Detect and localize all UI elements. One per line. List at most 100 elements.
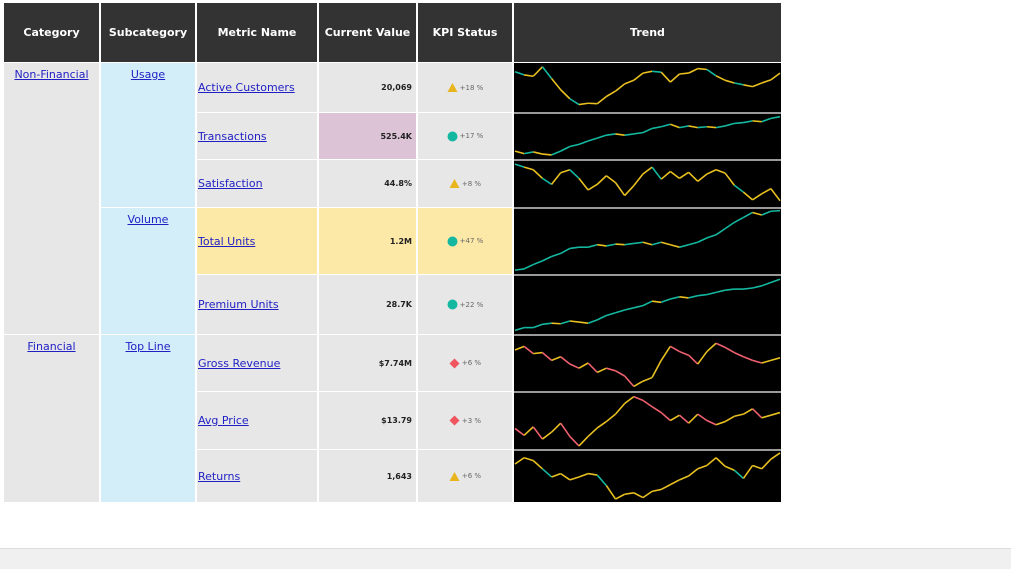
sparkline-segment bbox=[725, 222, 734, 228]
category-link[interactable]: Financial bbox=[27, 340, 75, 353]
header-category[interactable]: Category bbox=[4, 3, 99, 62]
metric-name-link[interactable]: Active Customers bbox=[198, 81, 295, 94]
sparkline-segment bbox=[698, 352, 707, 364]
kpi-change-text: +47 % bbox=[460, 237, 484, 245]
sparkline-segment bbox=[670, 171, 679, 178]
sparkline-segment bbox=[634, 242, 643, 243]
metric-name-link[interactable]: Satisfaction bbox=[198, 177, 263, 190]
sparkline-segment bbox=[707, 421, 716, 425]
metric-name-link[interactable]: Transactions bbox=[198, 130, 267, 143]
metric-name-cell: Total Units bbox=[197, 208, 317, 274]
sparkline-segment bbox=[524, 265, 533, 269]
sparkline-segment bbox=[542, 469, 551, 477]
sparkline-segment bbox=[524, 75, 533, 76]
header-subcategory[interactable]: Subcategory bbox=[101, 3, 195, 62]
current-value-cell: $13.79 bbox=[319, 392, 416, 449]
sparkline-segment bbox=[570, 144, 579, 146]
sparkline-segment bbox=[616, 244, 625, 245]
metric-name-link[interactable]: Avg Price bbox=[198, 414, 249, 427]
sparkline-segment bbox=[588, 245, 597, 247]
sparkline-segment bbox=[743, 121, 752, 123]
trend-sparkline bbox=[514, 392, 781, 449]
sparkline-segment bbox=[552, 173, 561, 185]
sparkline-segment bbox=[606, 313, 615, 316]
sparkline-segment bbox=[561, 357, 570, 364]
kpi-status-cell: +22 % bbox=[418, 275, 512, 334]
header-kpi-status[interactable]: KPI Status bbox=[418, 3, 512, 62]
sparkline-segment bbox=[588, 184, 597, 190]
sparkline-segment bbox=[625, 308, 634, 310]
current-value-cell: 525.4K bbox=[319, 113, 416, 159]
metric-name-link[interactable]: Returns bbox=[198, 470, 240, 483]
metric-name-cell: Avg Price bbox=[197, 392, 317, 449]
sparkline-segment bbox=[561, 321, 570, 324]
sparkline-segment bbox=[734, 353, 743, 357]
header-current-value[interactable]: Current Value bbox=[319, 3, 416, 62]
header-trend[interactable]: Trend bbox=[514, 3, 781, 62]
sparkline-segment bbox=[515, 151, 524, 154]
subcategory-link[interactable]: Top Line bbox=[126, 340, 171, 353]
sparkline-segment bbox=[652, 127, 661, 129]
sparkline-segment bbox=[552, 357, 561, 361]
sparkline-segment bbox=[725, 123, 734, 126]
sparkline-segment bbox=[625, 493, 634, 494]
sparkline-segment bbox=[725, 289, 734, 290]
sparkline-chart bbox=[514, 392, 781, 449]
sparkline-segment bbox=[743, 212, 752, 217]
subcategory-link[interactable]: Usage bbox=[131, 68, 165, 81]
sparkline-segment bbox=[670, 124, 679, 127]
sparkline-segment bbox=[762, 211, 771, 215]
sparkline-segment bbox=[734, 470, 743, 478]
row-divider bbox=[514, 274, 781, 276]
sparkline-segment bbox=[725, 80, 734, 83]
category-cell: Financial bbox=[4, 335, 99, 502]
metric-name-cell: Premium Units bbox=[197, 275, 317, 334]
header-metric-name[interactable]: Metric Name bbox=[197, 3, 317, 62]
sparkline-segment bbox=[716, 290, 725, 292]
sparkline-segment bbox=[561, 147, 570, 152]
sparkline-segment bbox=[762, 360, 771, 363]
sparkline-segment bbox=[533, 324, 542, 327]
sparkline-segment bbox=[689, 414, 698, 423]
sparkline-segment bbox=[515, 458, 524, 464]
sparkline-segment bbox=[679, 73, 688, 74]
sparkline-segment bbox=[670, 480, 679, 485]
sparkline-segment bbox=[679, 476, 688, 480]
subcategory-link[interactable]: Volume bbox=[128, 213, 169, 226]
sparkline-segment bbox=[679, 297, 688, 298]
current-value-cell: 1.2M bbox=[319, 208, 416, 274]
sparkline-segment bbox=[542, 353, 551, 361]
sparkline-segment bbox=[634, 381, 643, 386]
sparkline-segment bbox=[771, 453, 780, 459]
sparkline-segment bbox=[570, 170, 579, 179]
sparkline-segment bbox=[606, 368, 615, 371]
footer-bar bbox=[0, 548, 1011, 569]
circle-icon bbox=[447, 236, 458, 247]
sparkline-segment bbox=[652, 301, 661, 302]
subcategory-cell: Usage bbox=[101, 63, 195, 207]
sparkline-segment bbox=[652, 167, 661, 179]
sparkline-segment bbox=[762, 283, 771, 286]
current-value-cell: 1,643 bbox=[319, 450, 416, 502]
sparkline-segment bbox=[515, 269, 524, 270]
metric-name-link[interactable]: Total Units bbox=[198, 235, 255, 248]
sparkline-segment bbox=[561, 170, 570, 173]
metric-name-link[interactable]: Gross Revenue bbox=[198, 357, 280, 370]
sparkline-segment bbox=[634, 397, 643, 401]
sparkline-segment bbox=[634, 73, 643, 80]
sparkline-segment bbox=[597, 422, 606, 428]
diamond-icon bbox=[449, 415, 460, 426]
triangle-icon bbox=[449, 178, 460, 189]
sparkline-segment bbox=[542, 323, 551, 324]
sparkline-segment bbox=[707, 170, 716, 174]
category-link[interactable]: Non-Financial bbox=[14, 68, 88, 81]
kpi-change-text: +6 % bbox=[462, 359, 481, 367]
sparkline-segment bbox=[542, 432, 551, 439]
sparkline-segment bbox=[588, 474, 597, 475]
sparkline-segment bbox=[734, 414, 743, 416]
sparkline-segment bbox=[634, 174, 643, 186]
sparkline-segment bbox=[679, 352, 688, 356]
metric-name-link[interactable]: Premium Units bbox=[198, 298, 279, 311]
sparkline-segment bbox=[753, 83, 762, 87]
sparkline-segment bbox=[743, 85, 752, 87]
